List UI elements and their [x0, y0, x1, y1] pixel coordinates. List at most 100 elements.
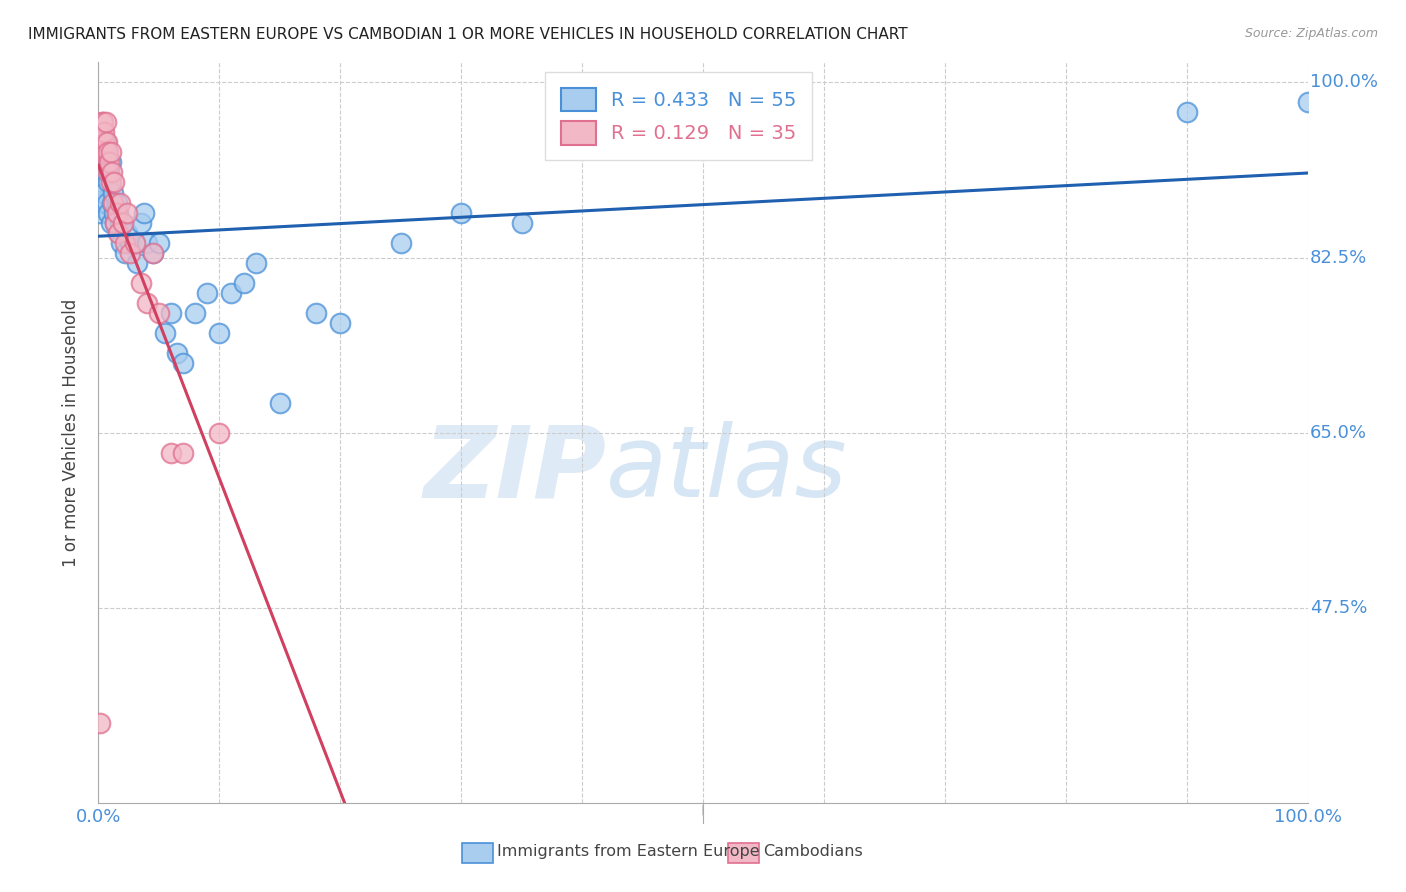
Point — [153, 326, 176, 340]
Text: ZIP: ZIP — [423, 421, 606, 518]
Point — [93, 186, 115, 200]
Text: 82.5%: 82.5% — [1310, 249, 1367, 267]
Point — [127, 255, 149, 269]
Point — [135, 295, 157, 310]
Point — [114, 245, 136, 260]
Point — [305, 305, 328, 319]
Point — [108, 215, 131, 229]
Point — [100, 145, 122, 160]
Point — [1175, 105, 1198, 120]
Point — [129, 276, 152, 290]
Point — [117, 226, 139, 240]
Point — [89, 205, 111, 219]
Point — [91, 145, 114, 160]
Point — [91, 176, 114, 190]
Point — [148, 235, 170, 250]
Point — [100, 165, 122, 179]
Point — [108, 226, 131, 240]
Y-axis label: 1 or more Vehicles in Household: 1 or more Vehicles in Household — [62, 299, 80, 566]
Point — [94, 145, 117, 160]
Point — [111, 215, 134, 229]
Point — [389, 235, 412, 250]
Point — [221, 285, 243, 300]
Point — [160, 445, 183, 459]
Point — [97, 165, 120, 179]
Point — [124, 235, 146, 250]
Point — [94, 165, 117, 179]
Point — [90, 145, 112, 160]
Point — [329, 316, 352, 330]
Point — [104, 215, 127, 229]
Point — [97, 176, 120, 190]
Text: IMMIGRANTS FROM EASTERN EUROPE VS CAMBODIAN 1 OR MORE VEHICLES IN HOUSEHOLD CORR: IMMIGRANTS FROM EASTERN EUROPE VS CAMBOD… — [28, 27, 908, 42]
Point — [97, 145, 120, 160]
Point — [93, 155, 115, 169]
Point — [93, 126, 115, 140]
Point — [100, 195, 122, 210]
Point — [184, 305, 207, 319]
Point — [114, 235, 136, 250]
Point — [96, 136, 118, 150]
Point — [91, 145, 114, 160]
Point — [195, 285, 218, 300]
Text: atlas: atlas — [606, 421, 848, 518]
Point — [89, 715, 111, 730]
Point — [118, 245, 141, 260]
Point — [101, 195, 124, 210]
Point — [118, 235, 141, 250]
Point — [93, 136, 115, 150]
Point — [108, 195, 131, 210]
Legend: R = 0.433   N = 55, R = 0.129   N = 35: R = 0.433 N = 55, R = 0.129 N = 35 — [546, 72, 813, 161]
Point — [142, 245, 165, 260]
Point — [148, 305, 170, 319]
Point — [111, 215, 134, 229]
Point — [117, 205, 139, 219]
Point — [232, 276, 254, 290]
Point — [91, 115, 114, 129]
Point — [96, 195, 118, 210]
Point — [96, 145, 118, 160]
Text: 65.0%: 65.0% — [1310, 424, 1367, 442]
Point — [107, 205, 129, 219]
Point — [100, 176, 122, 190]
Point — [94, 136, 117, 150]
Point — [135, 235, 157, 250]
Point — [94, 115, 117, 129]
Point — [166, 345, 188, 359]
Point — [269, 395, 291, 409]
Point — [98, 165, 121, 179]
Point — [91, 195, 114, 210]
Point — [124, 235, 146, 250]
Point — [129, 215, 152, 229]
Point — [172, 355, 194, 369]
Point — [510, 215, 533, 229]
Point — [104, 215, 127, 229]
Text: 100.0%: 100.0% — [1310, 73, 1378, 92]
Text: Cambodians: Cambodians — [763, 845, 863, 859]
Point — [91, 126, 114, 140]
Text: Immigrants from Eastern Europe: Immigrants from Eastern Europe — [498, 845, 761, 859]
Point — [142, 245, 165, 260]
Text: Source: ZipAtlas.com: Source: ZipAtlas.com — [1244, 27, 1378, 40]
Point — [105, 195, 128, 210]
Point — [172, 445, 194, 459]
Point — [100, 215, 122, 229]
Point — [110, 235, 132, 250]
Point — [91, 145, 114, 160]
Point — [97, 205, 120, 219]
Point — [101, 186, 124, 200]
Point — [208, 326, 231, 340]
Point — [103, 205, 125, 219]
Point — [100, 155, 122, 169]
Point — [134, 205, 156, 219]
Point — [90, 165, 112, 179]
Text: 47.5%: 47.5% — [1310, 599, 1368, 616]
Point — [450, 205, 472, 219]
Point — [107, 226, 129, 240]
Point — [103, 176, 125, 190]
Point — [208, 425, 231, 440]
Point — [1296, 95, 1319, 110]
Point — [98, 155, 121, 169]
Point — [160, 305, 183, 319]
Point — [105, 205, 128, 219]
